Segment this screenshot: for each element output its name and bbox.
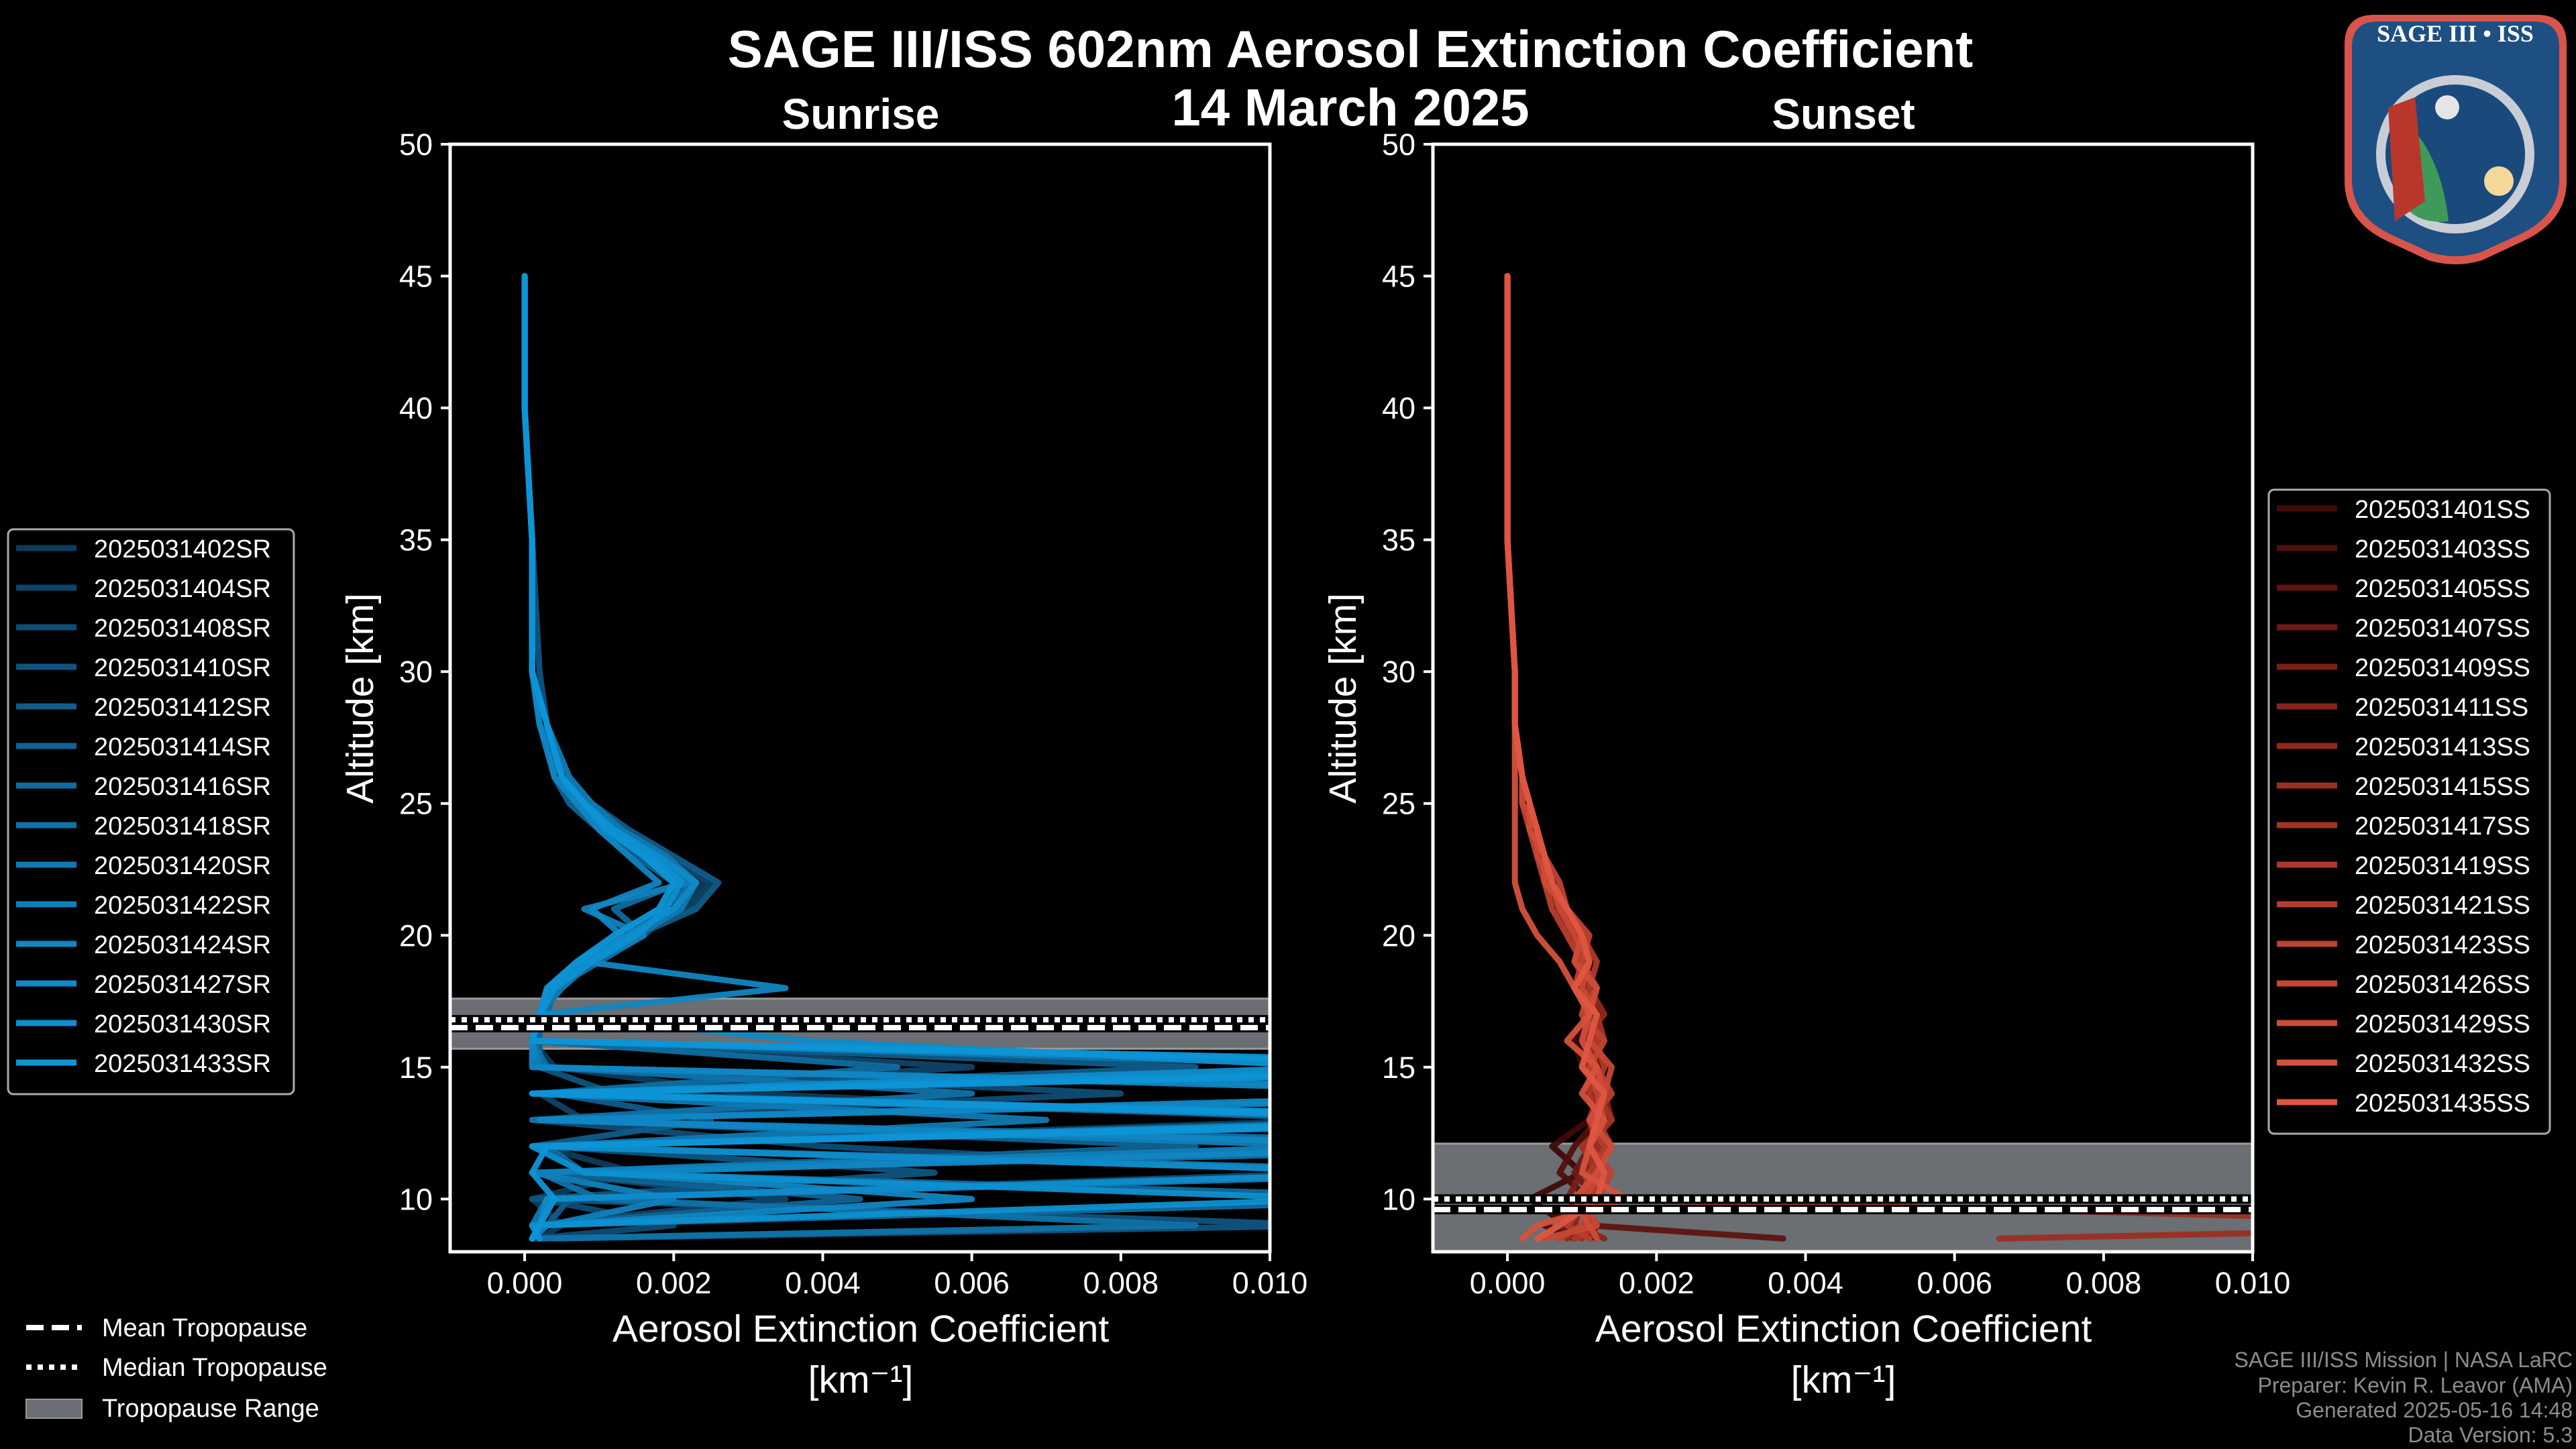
sunset-panel: 0.000 0.002 0.004 0.006 0.008 0.010 10 15 20 25 30… <box>1382 127 2291 1300</box>
profile-line-2025031433SR <box>521 273 1270 1242</box>
legend-label: 2025031411SS <box>2355 694 2528 722</box>
legend-label: 2025031432SS <box>2355 1050 2530 1078</box>
y-tick-label: 45 <box>399 260 433 294</box>
figure-title: SAGE III/ISS 602nm Aerosol Extinction Co… <box>728 19 1974 78</box>
y-tick-label: 30 <box>1382 655 1415 689</box>
x-axis-unit-sunset: [km⁻¹] <box>1791 1358 1896 1401</box>
y-tick-label: 40 <box>399 391 433 425</box>
legend-label: 2025031403SS <box>2355 535 2530 564</box>
panel-title-sunset: Sunset <box>1772 90 1915 138</box>
sunrise-legend: 2025031402SR 2025031404SR 2025031408SR 2025… <box>7 528 295 1095</box>
legend-label: 2025031414SR <box>94 733 271 761</box>
y-tick-label: 35 <box>1382 523 1415 557</box>
footer-preparer: Preparer: Kevin R. Leavor (AMA) <box>2258 1373 2573 1397</box>
mean-tropopause-label: Mean Tropopause <box>102 1314 307 1342</box>
x-axis-label-sunrise: Aerosol Extinction Coefficient <box>612 1307 1109 1350</box>
plot-area <box>1433 273 2253 1252</box>
legend-label: 2025031430SR <box>94 1010 271 1038</box>
y-tick-label: 15 <box>1382 1051 1415 1085</box>
legend-label: 2025031427SR <box>94 971 271 999</box>
y-tick-label: 15 <box>399 1051 433 1085</box>
legend-label: 2025031416SR <box>94 773 271 801</box>
x-tick-label: 0.004 <box>1768 1266 1843 1300</box>
y-tick-label: 30 <box>399 655 433 689</box>
y-tick-label: 50 <box>1382 127 1415 162</box>
legend-label: 2025031415SS <box>2355 773 2530 801</box>
legend-label: 2025031419SS <box>2355 852 2530 880</box>
legend-label: 2025031429SS <box>2355 1010 2530 1038</box>
tropopause-legend: Mean Tropopause Median Tropopause Tropop… <box>25 1314 327 1423</box>
footer-generated: Generated 2025-05-16 14:48 <box>2296 1398 2573 1422</box>
legend-label: 2025031408SR <box>94 614 271 643</box>
legend-label: 2025031401SS <box>2355 496 2530 524</box>
y-tick-label: 20 <box>399 918 433 953</box>
y-axis-label-sunrise: Altitude [km] <box>339 593 382 804</box>
x-axis-label-sunset: Aerosol Extinction Coefficient <box>1595 1307 2092 1350</box>
x-tick-label: 0.010 <box>2215 1266 2291 1300</box>
legend-label: 2025031413SS <box>2355 733 2530 761</box>
legend-label: 2025031421SS <box>2355 892 2530 920</box>
legend-label: 2025031412SR <box>94 694 271 722</box>
footer-mission: SAGE III/ISS Mission | NASA LaRC <box>2235 1348 2573 1372</box>
y-tick-label: 35 <box>399 523 433 557</box>
figure-date: 14 March 2025 <box>1171 78 1529 137</box>
legend-label: 2025031435SS <box>2355 1089 2530 1118</box>
panel-title-sunrise: Sunrise <box>782 90 940 138</box>
legend-label: 2025031410SR <box>94 654 271 682</box>
x-tick-label: 0.010 <box>1232 1266 1308 1300</box>
axes-frame <box>448 142 1272 1254</box>
tropopause-range-label: Tropopause Range <box>102 1395 319 1423</box>
y-axis-label-sunset: Altitude [km] <box>1322 593 1364 804</box>
y-tick-label: 50 <box>399 127 433 162</box>
legend-label: 2025031417SS <box>2355 812 2530 841</box>
sunrise-panel: 0.000 0.002 0.004 0.006 0.008 0.010 10 15 20 25 30… <box>399 127 1308 1300</box>
y-tick-label: 40 <box>1382 391 1415 425</box>
tropopause-range-swatch <box>25 1399 83 1419</box>
legend-label: 2025031402SR <box>94 535 271 564</box>
profile-line-2025031423SS <box>1504 273 1615 1242</box>
footer-data-version: Data Version: 5.3 <box>2408 1423 2573 1447</box>
x-tick-label: 0.002 <box>636 1266 712 1300</box>
legend-label: 2025031420SR <box>94 852 271 880</box>
y-tick-label: 45 <box>1382 260 1415 294</box>
y-tick-label: 25 <box>399 787 433 821</box>
x-tick-label: 0.006 <box>934 1266 1010 1300</box>
y-tick-label: 25 <box>1382 787 1415 821</box>
legend-label: 2025031407SS <box>2355 614 2530 643</box>
legend-label: 2025031418SR <box>94 812 271 841</box>
legend-label: 2025031426SS <box>2355 971 2530 999</box>
x-tick-label: 0.002 <box>1619 1266 1695 1300</box>
y-tick-label: 10 <box>399 1182 433 1216</box>
legend-label: 2025031409SS <box>2355 654 2530 682</box>
x-tick-label: 0.006 <box>1917 1266 1992 1300</box>
x-tick-label: 0.004 <box>785 1266 861 1300</box>
legend-label: 2025031404SR <box>94 575 271 603</box>
legend-box <box>7 528 295 1095</box>
legend-label: 2025031433SR <box>94 1050 271 1078</box>
plot-area <box>450 273 1270 1242</box>
x-tick-label: 0.008 <box>1083 1266 1159 1300</box>
footer: SAGE III/ISS Mission | NASA LaRC Prepare… <box>2235 1348 2573 1447</box>
x-axis-unit-sunrise: [km⁻¹] <box>808 1358 914 1401</box>
profile-line-2025031435SS <box>1504 273 1607 1242</box>
x-tick-label: 0.008 <box>2066 1266 2142 1300</box>
sage-iii-iss-logo: SAGE III • ISS <box>2345 15 2567 264</box>
logo-text: SAGE III • ISS <box>2377 20 2534 47</box>
y-tick-label: 10 <box>1382 1182 1415 1216</box>
x-tick-label: 0.000 <box>1470 1266 1546 1300</box>
legend-box <box>2267 488 2551 1135</box>
x-tick-label: 0.000 <box>487 1266 563 1300</box>
sunset-legend: 2025031401SS 2025031403SS 2025031405SS 2025… <box>2267 488 2551 1135</box>
y-tick-label: 20 <box>1382 918 1415 953</box>
axes-frame <box>1431 142 2255 1254</box>
legend-label: 2025031405SS <box>2355 575 2530 603</box>
legend-label: 2025031423SS <box>2355 931 2530 959</box>
legend-label: 2025031422SR <box>94 892 271 920</box>
profile-line-2025031405SS <box>1504 273 1786 1242</box>
median-tropopause-label: Median Tropopause <box>102 1354 327 1382</box>
legend-label: 2025031424SR <box>94 931 271 959</box>
